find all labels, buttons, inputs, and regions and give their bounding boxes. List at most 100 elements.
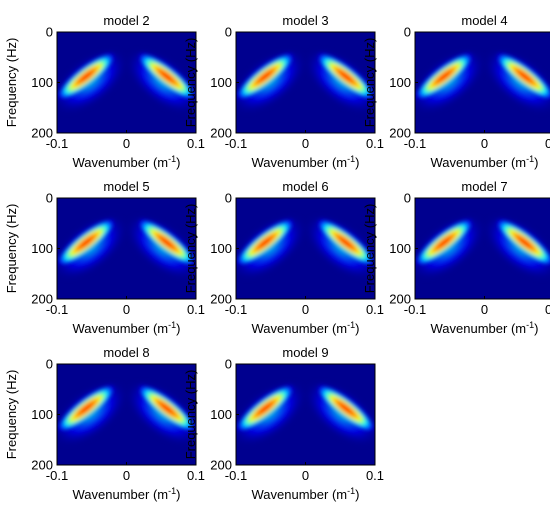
right-lobe — [316, 384, 375, 432]
left-lobe — [57, 384, 116, 432]
heatmap — [236, 364, 375, 465]
y-tick-label: 100 — [31, 241, 53, 256]
x-axis-label: Wavenumber (m-1) — [431, 320, 539, 336]
x-tick-label: 0 — [302, 136, 309, 151]
x-axis-label: Wavenumber (m-1) — [252, 154, 360, 170]
y-tick-label: 0 — [404, 191, 411, 206]
y-axis-label: Frequency (Hz) — [4, 370, 19, 460]
right-lobe — [495, 218, 550, 266]
x-tick-label: 0 — [481, 302, 488, 317]
y-tick-label: 100 — [389, 241, 411, 256]
subplot-title: model 9 — [282, 345, 328, 360]
subplot-3: model 4 0 100 200-0.1 0 0.1 Frequency (Hz) Wave… — [362, 13, 550, 170]
x-axis-label: Wavenumber (m-1) — [73, 320, 181, 336]
x-tick-label: -0.1 — [46, 136, 68, 151]
x-tick-label: 0.1 — [187, 136, 205, 151]
x-tick-label: -0.1 — [225, 468, 247, 483]
subplot-title: model 2 — [103, 13, 149, 28]
heatmap — [57, 198, 196, 299]
y-tick-label: 100 — [210, 241, 232, 256]
x-tick-label: 0.1 — [187, 468, 205, 483]
x-tick-label: 0 — [481, 136, 488, 151]
y-tick-label: 0 — [225, 191, 232, 206]
x-tick-label: -0.1 — [404, 302, 426, 317]
x-tick-label: 0.1 — [545, 136, 550, 151]
y-tick-label: 200 — [210, 126, 232, 141]
x-tick-label: -0.1 — [225, 302, 247, 317]
subplot-1: model 2 0 100 200-0.1 0 0.1 Frequency (Hz) Wave… — [4, 13, 205, 170]
x-tick-label: 0.1 — [545, 302, 550, 317]
x-tick-label: 0.1 — [366, 468, 384, 483]
x-axis-label: Wavenumber (m-1) — [252, 320, 360, 336]
y-axis-label: Frequency (Hz) — [4, 204, 19, 294]
y-tick-label: 200 — [210, 458, 232, 473]
y-axis-label: Frequency (Hz) — [183, 204, 198, 294]
heatmap — [57, 32, 196, 133]
subplot-8: model 9 0 100 200-0.1 0 0.1 Frequency (Hz) Wave… — [183, 345, 384, 502]
y-tick-label: 0 — [46, 25, 53, 40]
y-axis-label: Frequency (Hz) — [183, 38, 198, 128]
y-tick-label: 100 — [31, 75, 53, 90]
right-lobe — [137, 218, 196, 266]
y-tick-label: 0 — [404, 25, 411, 40]
x-axis-label: Wavenumber (m-1) — [73, 154, 181, 170]
subplot-2: model 3 0 100 200-0.1 0 0.1 Frequency (Hz) Wave… — [183, 13, 384, 170]
y-tick-label: 0 — [225, 357, 232, 372]
x-axis-label: Wavenumber (m-1) — [431, 154, 539, 170]
right-lobe — [137, 384, 196, 432]
y-tick-label: 200 — [31, 126, 53, 141]
subplot-title: model 4 — [461, 13, 507, 28]
subplot-title: model 8 — [103, 345, 149, 360]
subplot-6: model 7 0 100 200-0.1 0 0.1 Frequency (Hz) Wave… — [362, 179, 550, 336]
heatmap — [236, 32, 375, 133]
x-tick-label: 0.1 — [187, 302, 205, 317]
right-lobe — [495, 52, 550, 100]
y-tick-label: 0 — [46, 357, 53, 372]
heatmap — [236, 198, 375, 299]
left-lobe — [57, 218, 116, 266]
x-tick-label: 0 — [302, 302, 309, 317]
heatmap — [415, 32, 550, 133]
x-tick-label: 0 — [123, 468, 130, 483]
y-tick-label: 0 — [46, 191, 53, 206]
y-tick-label: 200 — [210, 292, 232, 307]
x-tick-label: 0.1 — [366, 136, 384, 151]
y-axis-label: Frequency (Hz) — [362, 204, 377, 294]
y-tick-label: 100 — [389, 75, 411, 90]
subplot-4: model 5 0 100 200-0.1 0 0.1 Frequency (Hz) Wave… — [4, 179, 205, 336]
y-tick-label: 200 — [31, 458, 53, 473]
left-lobe — [236, 218, 295, 266]
y-axis-label: Frequency (Hz) — [183, 370, 198, 460]
y-tick-label: 100 — [210, 407, 232, 422]
left-lobe — [57, 52, 116, 100]
right-lobe — [137, 52, 196, 100]
y-tick-label: 200 — [31, 292, 53, 307]
x-tick-label: -0.1 — [404, 136, 426, 151]
subplot-title: model 6 — [282, 179, 328, 194]
x-tick-label: 0.1 — [366, 302, 384, 317]
x-axis-label: Wavenumber (m-1) — [252, 486, 360, 502]
subplot-5: model 6 0 100 200-0.1 0 0.1 Frequency (Hz) Wave… — [183, 179, 384, 336]
right-lobe — [316, 218, 375, 266]
y-tick-label: 200 — [389, 292, 411, 307]
subplot-title: model 7 — [461, 179, 507, 194]
left-lobe — [415, 218, 474, 266]
y-tick-label: 0 — [225, 25, 232, 40]
subplot-title: model 3 — [282, 13, 328, 28]
x-tick-label: -0.1 — [46, 302, 68, 317]
x-tick-label: 0 — [302, 468, 309, 483]
right-lobe — [316, 52, 375, 100]
left-lobe — [236, 384, 295, 432]
y-axis-label: Frequency (Hz) — [4, 38, 19, 128]
x-tick-label: -0.1 — [225, 136, 247, 151]
subplot-title: model 5 — [103, 179, 149, 194]
heatmap — [415, 198, 550, 299]
subplot-7: model 8 0 100 200-0.1 0 0.1 Frequency (Hz) Wave… — [4, 345, 205, 502]
y-tick-label: 100 — [31, 407, 53, 422]
x-axis-label: Wavenumber (m-1) — [73, 486, 181, 502]
left-lobe — [236, 52, 295, 100]
y-axis-label: Frequency (Hz) — [362, 38, 377, 128]
x-tick-label: -0.1 — [46, 468, 68, 483]
y-tick-label: 200 — [389, 126, 411, 141]
